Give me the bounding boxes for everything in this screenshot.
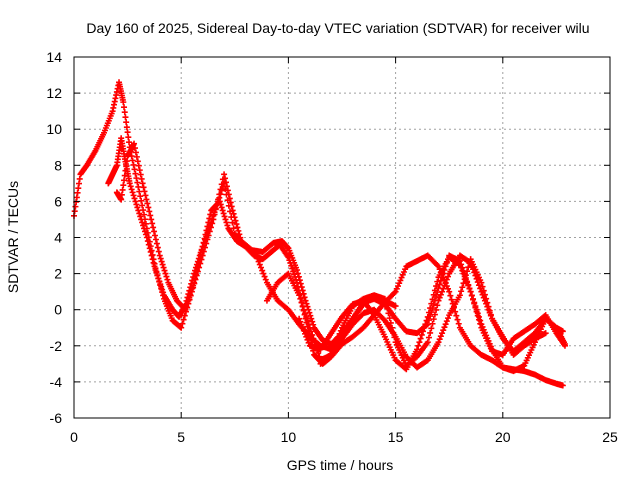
x-tick-label: 25 (602, 429, 618, 445)
y-tick-label: 4 (54, 230, 62, 246)
series-track-6 (317, 252, 549, 369)
y-axis-ticks: -6 -4 -2 0 2 4 6 8 10 12 14 (46, 49, 610, 426)
y-tick-label: 14 (46, 49, 62, 65)
series-marks (317, 252, 549, 369)
y-tick-label: 6 (54, 193, 62, 209)
x-tick-label: 15 (388, 429, 404, 445)
y-tick-label: 10 (46, 121, 62, 137)
y-tick-label: 2 (54, 266, 62, 282)
x-axis-title: GPS time / hours (287, 457, 394, 473)
y-tick-label: 0 (54, 302, 62, 318)
chart-title: Day 160 of 2025, Sidereal Day-to-day VTE… (86, 20, 589, 36)
y-tick-label: -2 (50, 338, 63, 354)
data-marks (71, 79, 568, 389)
y-tick-label: 8 (54, 157, 62, 173)
x-tick-label: 5 (177, 429, 185, 445)
x-tick-label: 20 (495, 429, 511, 445)
y-tick-label: 12 (46, 85, 62, 101)
y-axis-title: SDTVAR / TECUs (5, 181, 21, 293)
y-tick-label: -4 (50, 374, 63, 390)
x-tick-label: 0 (70, 429, 78, 445)
y-tick-label: -6 (50, 410, 63, 426)
x-axis-ticks: 0 5 10 15 20 25 (70, 57, 618, 445)
x-tick-label: 10 (281, 429, 297, 445)
